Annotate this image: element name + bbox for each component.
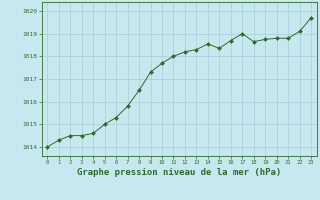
X-axis label: Graphe pression niveau de la mer (hPa): Graphe pression niveau de la mer (hPa) xyxy=(77,168,281,177)
